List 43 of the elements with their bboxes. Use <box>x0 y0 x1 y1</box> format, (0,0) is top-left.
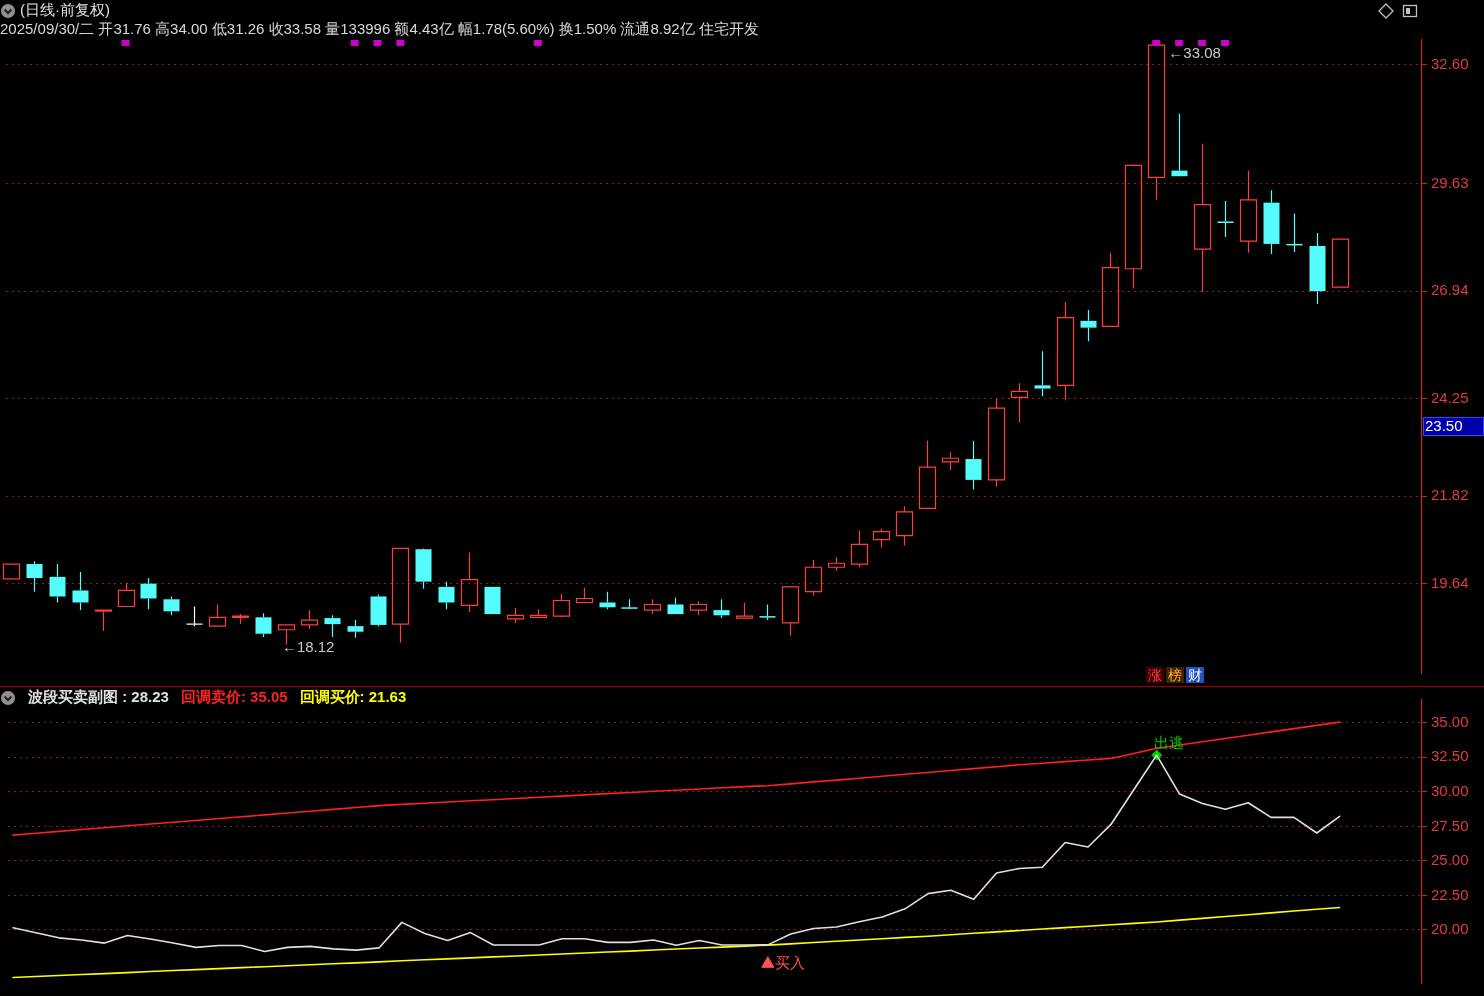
candlestick <box>1010 382 1029 424</box>
y-tick-label: 35.00 <box>1431 712 1469 730</box>
annotation: 涨 <box>1146 667 1164 683</box>
chart-title: (日线·前复权) <box>20 1 110 20</box>
chart-subtitle: 2025/09/30/二 开31.76 高34.00 低31.26 收33.58 量133996 额4.43亿 幅1.78(5.60%) 换1.50% 流通8.92亿 住宅开发 <box>0 20 759 39</box>
candlestick <box>918 440 937 509</box>
candlestick <box>94 609 113 632</box>
candlestick <box>391 547 410 644</box>
text: 23.50 <box>1425 417 1463 435</box>
candlestick <box>1217 200 1234 238</box>
annotation: ←33.08 <box>1168 43 1221 61</box>
text: 回调买价: 21.63 <box>299 688 407 707</box>
y-tick-label: 22.50 <box>1431 885 1469 903</box>
candlestick <box>1263 189 1280 255</box>
annotation: ←18.12 <box>281 638 335 656</box>
annotation: 财 <box>1186 667 1204 683</box>
candlestick <box>1309 232 1326 305</box>
y-tick-label: 20.00 <box>1431 920 1469 938</box>
candlestick <box>460 551 479 613</box>
y-tick-label: 29.63 <box>1431 173 1469 191</box>
candlestick <box>1171 113 1188 177</box>
candlestick <box>1080 309 1097 342</box>
y-tick-label: 21.82 <box>1431 486 1469 504</box>
candlestick <box>1056 301 1075 401</box>
y-tick-label: 19.64 <box>1431 573 1469 591</box>
y-tick-label: 32.60 <box>1431 54 1469 72</box>
candlestick <box>1124 164 1143 289</box>
candlestick <box>1239 170 1258 254</box>
y-tick-label: 27.50 <box>1431 816 1469 834</box>
candlestick <box>965 440 982 491</box>
candlestick <box>1193 143 1212 293</box>
text: 回调卖价: 35.05 <box>180 688 288 707</box>
y-tick-label: 32.50 <box>1431 747 1469 765</box>
y-tick-label: 30.00 <box>1431 781 1469 799</box>
y-tick-label: 26.94 <box>1431 281 1469 299</box>
candlestick <box>72 571 89 611</box>
text: 波段买卖副图 : 28.23 <box>28 688 169 707</box>
y-tick-label: 25.00 <box>1431 851 1469 869</box>
candlestick <box>1034 350 1051 397</box>
candlestick <box>49 563 66 604</box>
series-label: 买入 <box>774 953 805 971</box>
annotation: 榜 <box>1166 667 1184 683</box>
y-tick-label: 24.25 <box>1431 389 1469 407</box>
